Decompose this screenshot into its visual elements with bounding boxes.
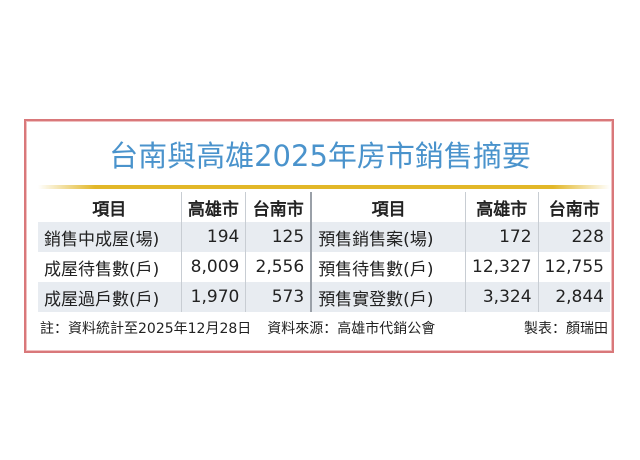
footer-author: 製表：顏瑞田 bbox=[524, 321, 608, 337]
value-cell: 3,324 bbox=[464, 282, 539, 312]
value-cell: 2,556 bbox=[245, 252, 312, 282]
header-row: 項目 高雄市 台南市 項目 高雄市 台南市 bbox=[38, 192, 610, 222]
value-cell: 12,755 bbox=[537, 252, 610, 282]
item-cell: 成屋過戶數(戶) bbox=[38, 282, 181, 312]
header-tainan: 台南市 bbox=[245, 192, 312, 222]
value-cell: 228 bbox=[537, 222, 610, 252]
table-row: 成屋過戶數(戶) 1,970 573 預售實登數(戶) 3,324 2,844 bbox=[38, 282, 610, 312]
table-row: 成屋待售數(戶) 8,009 2,556 預售待售數(戶) 12,327 12,… bbox=[38, 252, 610, 282]
item-cell: 成屋待售數(戶) bbox=[44, 259, 160, 280]
footer-note: 註：資料統計至2025年12月28日 bbox=[40, 321, 252, 337]
header-kaohsiung: 高雄市 bbox=[180, 192, 246, 222]
gold-divider bbox=[38, 185, 610, 189]
infographic-frame bbox=[24, 119, 614, 353]
item-cell: 銷售中成屋(場) bbox=[38, 222, 181, 252]
value-cell: 12,327 bbox=[464, 252, 539, 282]
header-kaohsiung: 高雄市 bbox=[464, 192, 539, 222]
value-cell: 194 bbox=[180, 222, 246, 252]
value-cell: 1,970 bbox=[180, 282, 246, 312]
item-cell: 預售實登數(戶) bbox=[310, 282, 466, 312]
value-cell: 573 bbox=[245, 282, 312, 312]
value-cell: 172 bbox=[464, 222, 539, 252]
value-cell: 125 bbox=[245, 222, 312, 252]
infographic-title: 台南與高雄2025年房市銷售摘要 bbox=[109, 139, 531, 173]
value-cell: 8,009 bbox=[180, 252, 246, 282]
summary-table: 項目 高雄市 台南市 項目 高雄市 台南市 銷售中成屋(場) 194 125 預… bbox=[38, 192, 610, 312]
footer: 註：資料統計至2025年12月28日 資料來源：高雄市代銷公會 製表：顏瑞田 bbox=[40, 318, 608, 338]
header-item: 項目 bbox=[92, 199, 127, 220]
value-cell: 2,844 bbox=[537, 282, 610, 312]
header-item: 項目 bbox=[310, 192, 466, 222]
footer-source: 資料來源：高雄市代銷公會 bbox=[267, 321, 436, 337]
item-cell: 預售待售數(戶) bbox=[310, 252, 466, 282]
table-row: 銷售中成屋(場) 194 125 預售銷售案(場) 172 228 bbox=[38, 222, 610, 252]
item-cell: 預售銷售案(場) bbox=[310, 222, 466, 252]
header-tainan: 台南市 bbox=[537, 192, 610, 222]
